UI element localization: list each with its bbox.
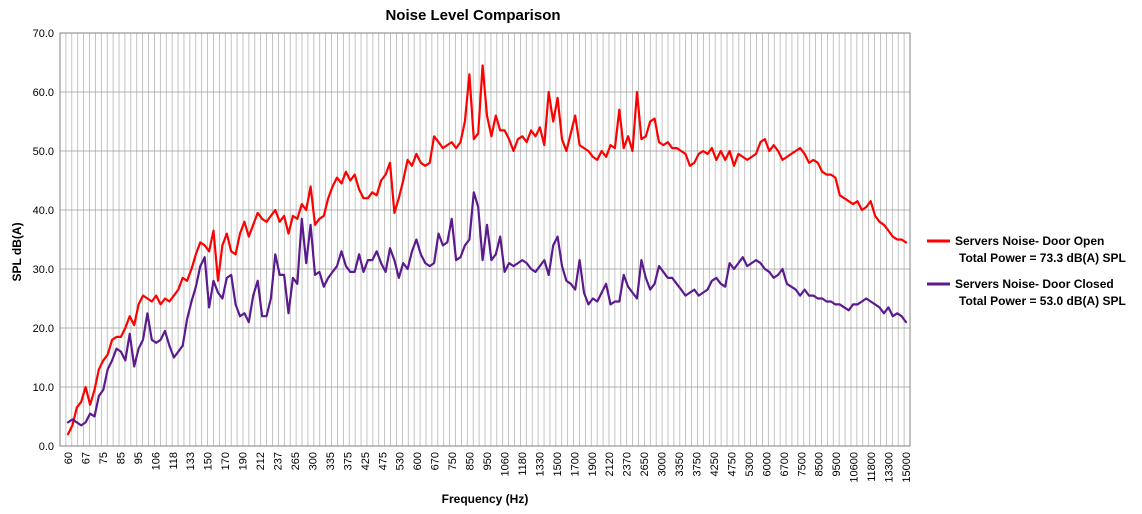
x-tick-label: 95 <box>133 452 145 464</box>
y-tick-label: 0.0 <box>39 441 54 453</box>
x-tick-label: 3350 <box>674 452 686 476</box>
x-tick-label: 237 <box>273 452 285 470</box>
x-axis-title: Frequency (Hz) <box>442 492 529 506</box>
x-tick-label: 1330 <box>534 452 546 476</box>
y-axis-title: SPL dB(A) <box>10 222 24 281</box>
legend-sublabel-door-open: Total Power = 73.3 dB(A) SPL <box>959 251 1126 265</box>
x-tick-label: 530 <box>395 452 407 470</box>
plot-border <box>59 32 911 447</box>
y-tick-label: 30.0 <box>33 264 54 276</box>
x-tick-label: 6000 <box>761 452 773 476</box>
x-tick-label: 9500 <box>831 452 843 476</box>
y-tick-label: 10.0 <box>33 382 54 394</box>
x-tick-label: 212 <box>255 452 267 470</box>
legend-sublabel-door-closed: Total Power = 53.0 dB(A) SPL <box>959 294 1126 308</box>
x-tick-label: 950 <box>482 452 494 470</box>
y-tick-label: 40.0 <box>33 205 54 217</box>
x-tick-label: 67 <box>80 452 92 464</box>
x-tick-label: 850 <box>465 452 477 470</box>
plot-frame <box>59 32 911 447</box>
x-tick-label: 2650 <box>639 452 651 476</box>
y-tick-label: 50.0 <box>33 146 54 158</box>
x-tick-label: 3000 <box>657 452 669 476</box>
x-tick-label: 15000 <box>901 452 913 483</box>
x-tick-label: 170 <box>220 452 232 470</box>
x-tick-label: 4250 <box>709 452 721 476</box>
x-tick-label: 11800 <box>866 452 878 482</box>
x-tick-label: 85 <box>115 452 127 464</box>
x-tick-label: 475 <box>377 452 389 470</box>
x-tick-label: 425 <box>360 452 372 470</box>
legend-label-door-closed: Servers Noise- Door Closed <box>955 277 1114 291</box>
x-tick-label: 335 <box>325 452 337 470</box>
x-tick-label: 265 <box>290 452 302 470</box>
x-tick-label: 7500 <box>796 452 808 476</box>
x-tick-label: 1700 <box>569 452 581 476</box>
y-axis-ticks: 0.0 10.0 20.0 30.0 40.0 50.0 60.0 70.0 <box>33 28 54 453</box>
x-tick-label: 300 <box>307 452 319 470</box>
x-tick-label: 118 <box>168 452 180 470</box>
x-tick-label: 600 <box>412 452 424 470</box>
x-tick-label: 670 <box>430 452 442 470</box>
series-lines <box>66 64 908 436</box>
x-tick-label: 5300 <box>744 452 756 476</box>
x-tick-label: 1900 <box>587 452 599 476</box>
x-tick-label: 375 <box>342 452 354 470</box>
x-tick-label: 150 <box>203 452 215 470</box>
y-tick-label: 70.0 <box>33 28 54 40</box>
legend-label-door-open: Servers Noise- Door Open <box>955 234 1104 248</box>
x-axis-ticks: 60 67 75 85 95 106 118 133 150 170 190 212 237 265 300… <box>63 452 913 483</box>
y-tick-label: 60.0 <box>33 87 54 99</box>
x-tick-label: 75 <box>98 452 110 464</box>
x-tick-label: 10600 <box>849 452 861 483</box>
x-tick-label: 3750 <box>692 452 704 476</box>
x-tick-label: 60 <box>63 452 75 464</box>
x-tick-label: 106 <box>150 452 162 470</box>
legend: Servers Noise- Door Open Total Power = 7… <box>927 234 1126 308</box>
x-tick-label: 8500 <box>814 452 826 476</box>
y-tick-label: 20.0 <box>33 323 54 335</box>
x-tick-label: 6700 <box>779 452 791 476</box>
x-tick-label: 4750 <box>726 452 738 476</box>
x-tick-label: 190 <box>238 452 250 470</box>
chart-title: Noise Level Comparison <box>385 7 560 24</box>
x-tick-label: 1500 <box>552 452 564 476</box>
x-tick-label: 2120 <box>604 452 616 476</box>
x-tick-label: 13300 <box>884 452 896 483</box>
x-tick-label: 133 <box>185 452 197 470</box>
x-tick-label: 1060 <box>499 452 511 476</box>
series-line-door-open <box>66 64 908 436</box>
x-tick-label: 2370 <box>622 452 634 476</box>
series-line-door-closed <box>66 191 908 427</box>
x-tick-label: 750 <box>447 452 459 470</box>
x-tick-label: 1180 <box>517 452 529 476</box>
